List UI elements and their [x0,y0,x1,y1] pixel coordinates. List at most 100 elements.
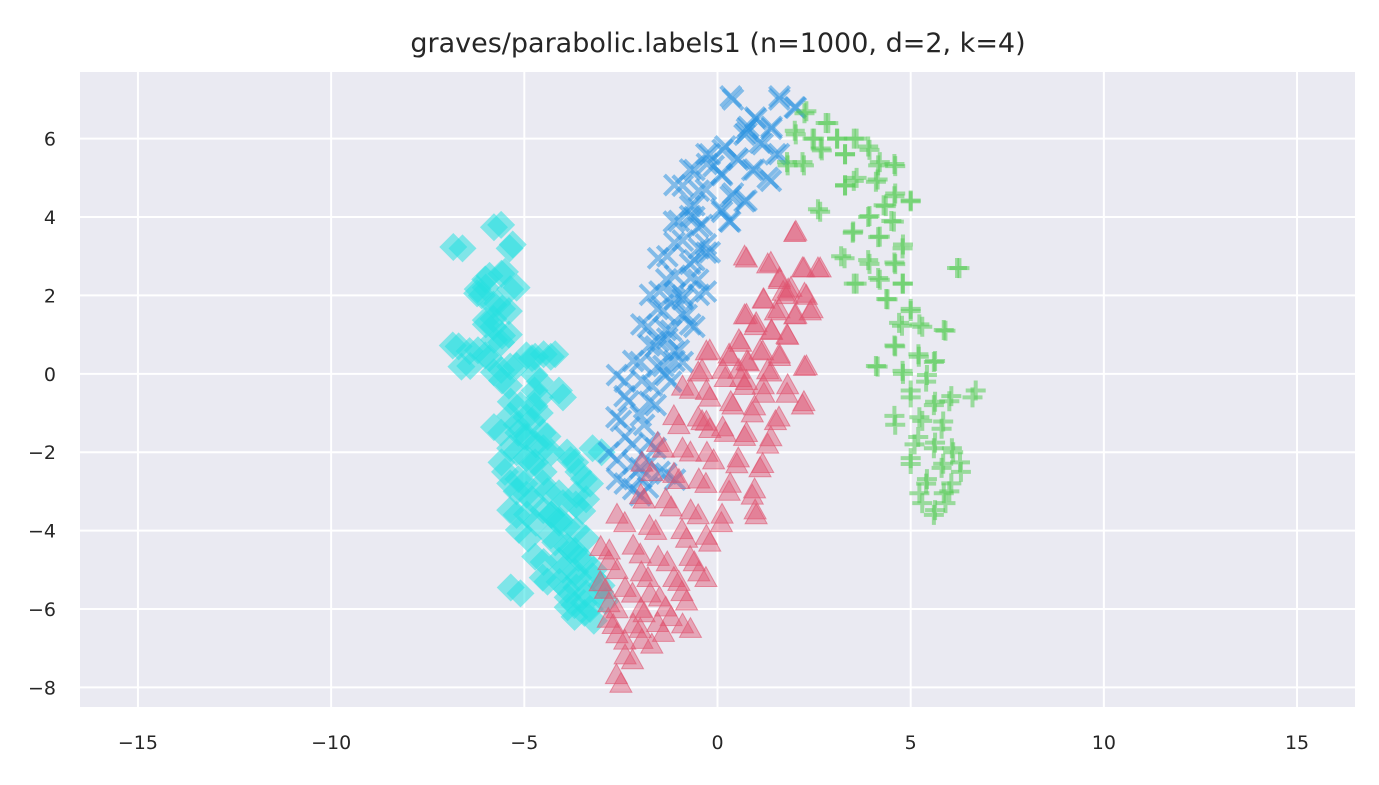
triangle-point [697,338,722,360]
triangle-point [742,477,767,499]
triangle-point [596,590,621,613]
triangle-point [724,451,749,474]
y-tick-label: 0 [44,364,56,386]
x-point [687,283,711,307]
diamond-point [586,577,615,606]
triangle-point [775,372,800,395]
triangle-point [767,344,792,367]
plus-point [950,452,971,473]
x-point [638,431,661,455]
plus-point [867,356,888,377]
y-tick-label: −4 [28,521,56,543]
triangle-point [588,569,613,592]
diamond-point [479,413,508,442]
plus-point [884,335,905,356]
plus-point [933,411,954,432]
x-tick-label: −15 [118,732,158,754]
plus-point [785,124,806,145]
triangle-point [694,471,718,493]
triangle-point [621,612,646,634]
x-point [735,121,758,145]
plus-point [892,273,913,294]
x-point [638,283,662,307]
diamond-point [528,563,557,592]
x-tick-label: −5 [510,732,538,754]
plus-point [884,252,905,273]
y-tick-label: −6 [28,599,56,621]
triangle-point [792,354,817,376]
triangle-point [758,360,783,382]
triangle-point [726,446,751,468]
plus-point [933,320,954,341]
triangle-point [740,400,765,423]
x-point [654,363,678,387]
triangle-point [752,381,776,403]
plus-point [900,190,921,211]
triangle-point [759,317,784,340]
triangle-point [612,628,637,650]
plus-point [876,289,897,310]
triangle-point [783,302,808,324]
plus-point [916,469,937,490]
x-point [682,158,706,182]
triangle-point [605,621,629,644]
x-point [671,287,695,311]
triangle-point [775,381,799,403]
plus-point [859,139,880,160]
triangle-point [678,377,703,399]
diamond-point [512,403,541,432]
x-point [663,287,686,311]
triangle-point [630,627,654,649]
diamond-point [529,434,558,463]
tick-labels: −15 −10 −5 0 5 10 15 −8 −6 −4 −2 0 2 4 6 [28,129,1309,754]
triangle-point [659,495,683,517]
data-points [438,85,986,693]
triangle-point [728,365,753,388]
triangle-point [758,250,783,272]
diamond-point [487,448,516,477]
diamond-point [447,352,476,381]
x-point [768,85,791,108]
triangle-point [755,357,780,380]
plus-point [908,426,929,447]
triangle-point [718,344,743,367]
plus-point [900,298,921,319]
y-tick-label: −8 [28,677,56,699]
triangle-point [620,581,645,603]
triangle-point [645,430,670,452]
plus-point [875,196,896,217]
plus-point [831,246,852,267]
triangle-point [630,450,654,472]
chart-title: graves/parabolic.labels1 (n=1000, d=2, k… [410,28,1025,59]
x-point [743,158,766,182]
plus-point [810,201,831,222]
x-point [702,154,726,178]
diamond-point [463,275,492,304]
x-point [604,405,628,429]
triangle-point [750,451,775,473]
triangle-point [792,281,817,303]
triangle-point [694,409,719,431]
triangle-point [734,368,759,390]
x-point [687,179,711,203]
diamond-point [537,500,566,529]
triangle-point [763,408,788,431]
y-tick-label: −2 [28,442,56,464]
diamond-point [504,515,533,544]
triangle-point [695,440,719,462]
x-point [735,117,759,141]
x-point [663,173,686,197]
plus-point [908,346,929,367]
triangle-point [597,538,622,560]
plus-point [900,380,921,401]
x-point [695,152,719,176]
triangle-point [742,393,767,416]
plus-point [883,211,904,232]
triangle-point [628,482,653,504]
plus-point [900,448,921,469]
triangle-point [798,299,823,321]
diamond-series [438,210,620,635]
x-point [629,404,653,428]
plus-point [810,138,831,159]
